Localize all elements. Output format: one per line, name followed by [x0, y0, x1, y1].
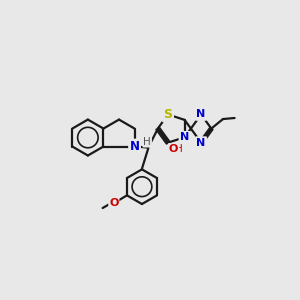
Text: N: N [196, 138, 206, 148]
Text: N: N [180, 132, 189, 142]
Text: S: S [164, 108, 172, 121]
Text: N: N [196, 110, 206, 119]
Text: O: O [169, 144, 178, 154]
Text: H: H [143, 137, 151, 147]
Text: H: H [175, 144, 183, 154]
Text: O: O [109, 198, 119, 208]
Text: N: N [130, 140, 140, 153]
